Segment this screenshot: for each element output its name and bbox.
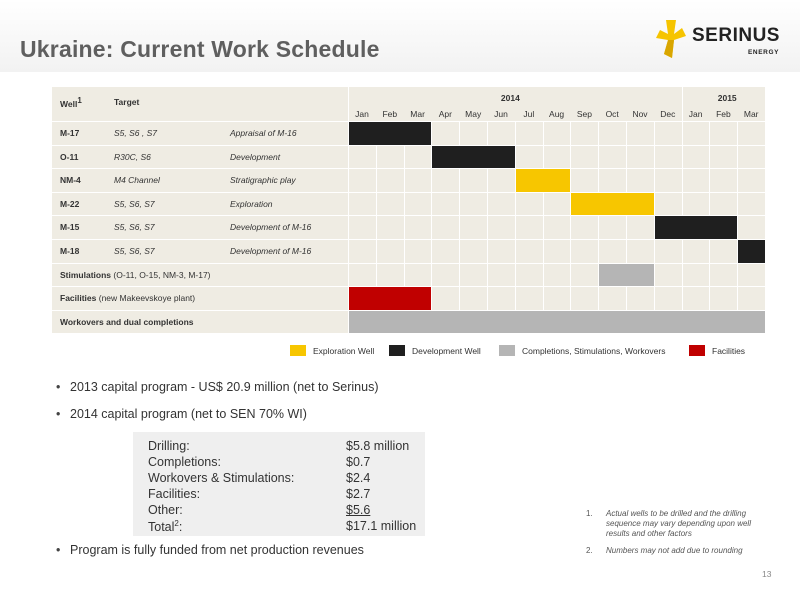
legend-label: Development Well [412,346,481,356]
schedule-row: Stimulations (O-11, O-15, NM-3, M-17) [52,262,766,287]
legend-label: Completions, Stimulations, Workovers [522,346,666,356]
target-header: Target [114,97,140,107]
well-name: NM-4 [60,175,81,186]
legend-swatch [290,345,306,356]
month-label: Nov [632,109,648,119]
schedule-row: Facilities (new Makeevskoye plant) [52,286,766,310]
bullet-dot-icon: • [56,407,61,421]
legend-label: Exploration Well [313,346,375,356]
well-purpose: Development of M-16 [230,246,312,256]
well-purpose: Exploration [230,198,273,209]
month-label: Jan [355,109,369,119]
schedule-row: NM-4 M4 Channel Stratigraphic play [52,168,766,192]
year-label: 2015 [717,93,737,103]
schedule-row: M-17 S5, S6 , S7 Appraisal of M-16 [52,121,766,145]
bullet-2014-program: • 2014 capital program (net to SEN 70% WI… [56,407,307,421]
month-label: May [465,109,482,119]
well-target: M4 Channel [114,175,160,186]
schedule-bar-exploration [571,192,654,216]
bullet-dot-icon: • [56,543,61,557]
well-target: S5, S6, S7 [114,246,155,256]
schedule-bar-development [654,216,738,239]
legend-label: Facilities [712,346,746,356]
gantt-header-row: Well1 Target 2014 2015 Jan Feb Mar Apr May Jun J… [52,87,765,121]
well-target: R30C, S6 [114,151,151,162]
month-label: Jul [523,109,535,119]
schedule-bar-development [432,145,515,169]
schedule-row: Workovers and dual completions [52,309,766,334]
well-target: S5, S6, S7 [114,222,155,233]
month-label: Aug [549,109,565,119]
legend-swatch [499,345,515,356]
slide-title: Ukraine: Current Work Schedule [20,36,380,62]
year-divider [681,87,683,121]
schedule-row: M-22 S5, S6, S7 Exploration [52,191,766,216]
year-label: 2014 [500,93,520,103]
page-number: 13 [762,569,772,579]
well-header: Well1 [60,96,82,109]
month-label: Jan [688,109,703,119]
month-label: Dec [660,109,676,119]
bullet-dot-icon: • [56,380,61,394]
bullet-2013-program: • 2013 capital program - US$ 20.9 million… [56,380,379,394]
month-label: Apr [438,109,452,119]
activity-label: Workovers and dual completions [60,316,194,327]
capex-breakdown-box: Drilling: $5.8 million Completions: $0.7 W… [133,432,425,536]
well-target: S5, S6 , S7 [114,128,157,138]
schedule-bar-development [349,122,432,145]
schedule-row: M-18 S5, S6, S7 Development of M-16 [52,239,766,263]
month-label: Feb [716,109,731,119]
month-label: Sep [576,109,592,119]
chart-left-divider [348,87,349,121]
well-purpose: Development of M-16 [230,222,312,233]
schedule-bar-completions [599,263,654,287]
schedule-row: O-11 R30C, S6 Development [52,144,766,169]
month-label: Oct [605,109,619,119]
serinus-sun-icon [656,20,686,58]
month-label: Feb [382,109,398,119]
activity-label: Facilities (new Makeevskoye plant) [60,293,196,304]
legend-swatch [389,345,405,356]
well-name: M-22 [60,198,80,209]
month-label: Jun [494,109,508,119]
well-name: M-15 [60,222,80,233]
activity-label: Stimulations (O-11, O-15, NM-3, M-17) [60,269,211,280]
schedule-bar-development [738,240,765,263]
month-label: Mar [410,109,425,119]
logo-name: SERINUS [692,25,780,46]
well-purpose: Development [230,151,281,162]
legend-swatch [689,345,705,356]
month-label: Mar [743,109,759,119]
schedule-bar-exploration [515,169,571,192]
well-name: M-18 [60,246,80,256]
company-logo: SERINUS ENERGY [652,16,792,68]
schedule-bar-completions [349,310,765,334]
well-name: O-11 [60,151,79,162]
well-name: M-17 [60,128,80,138]
well-purpose: Stratigraphic play [230,175,296,186]
well-purpose: Appraisal of M-16 [230,128,297,138]
schedule-row: M-15 S5, S6, S7 Development of M-16 [52,215,766,239]
logo-subtitle: ENERGY [748,49,780,56]
well-target: S5, S6, S7 [114,198,155,209]
schedule-bar-facilities [349,287,432,310]
bullet-funding: • Program is fully funded from net produc… [56,543,364,557]
